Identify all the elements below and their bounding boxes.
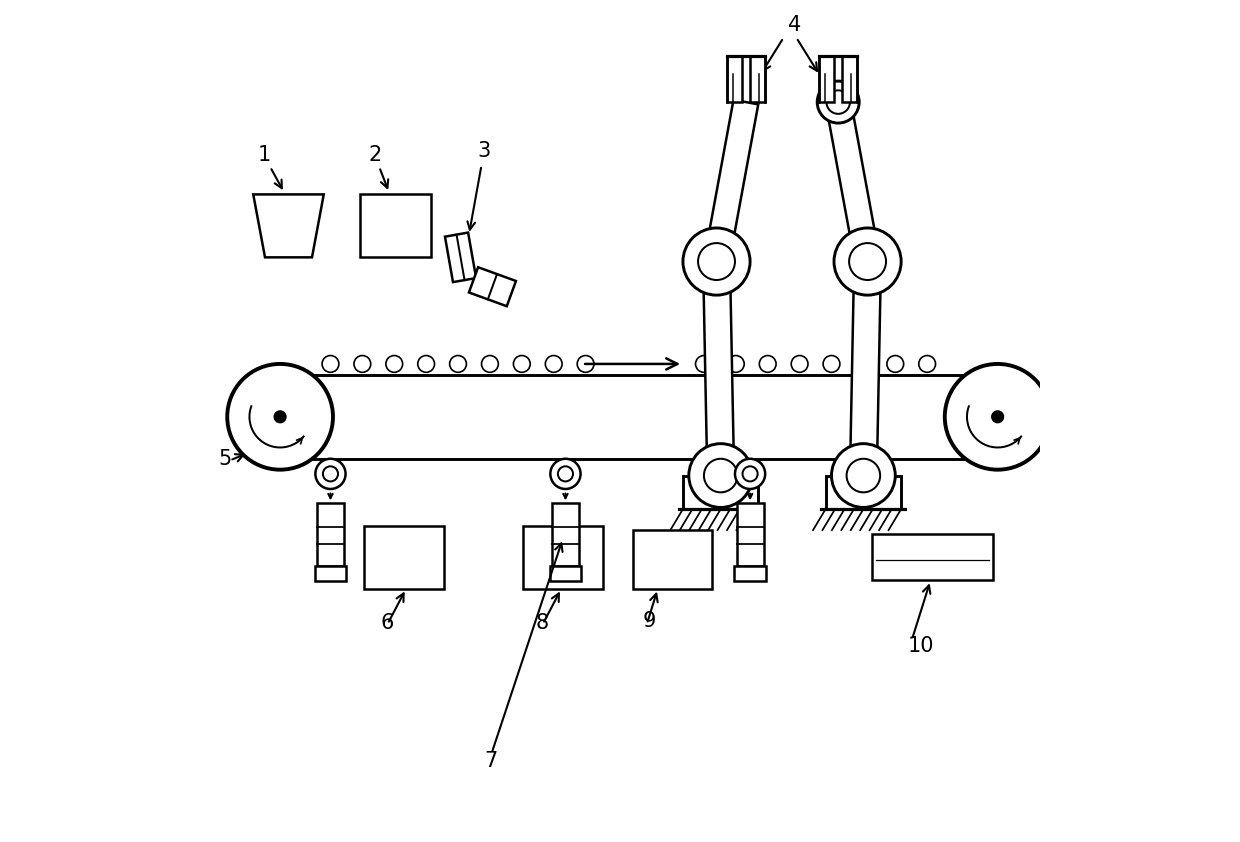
Circle shape: [826, 90, 849, 114]
Circle shape: [696, 355, 712, 372]
Circle shape: [546, 355, 562, 372]
Polygon shape: [445, 232, 476, 282]
Bar: [632, 530, 712, 589]
Circle shape: [683, 228, 750, 295]
Polygon shape: [826, 100, 880, 264]
Bar: [315, 566, 346, 581]
Circle shape: [992, 411, 1003, 423]
Bar: [683, 476, 759, 509]
Circle shape: [823, 355, 839, 372]
Bar: [737, 504, 764, 566]
Circle shape: [450, 355, 466, 372]
Text: 3: 3: [477, 141, 491, 161]
Circle shape: [513, 355, 531, 372]
Circle shape: [274, 411, 286, 423]
Bar: [734, 566, 766, 581]
Circle shape: [322, 466, 339, 482]
Text: 5: 5: [218, 449, 232, 469]
Polygon shape: [849, 261, 880, 476]
Circle shape: [227, 364, 334, 470]
Bar: [872, 535, 993, 580]
Bar: [552, 504, 579, 566]
Polygon shape: [253, 195, 324, 258]
Circle shape: [791, 355, 808, 372]
Polygon shape: [703, 261, 734, 476]
Circle shape: [887, 355, 904, 372]
Polygon shape: [469, 267, 516, 306]
Circle shape: [759, 355, 776, 372]
Bar: [523, 526, 603, 589]
Bar: [365, 526, 444, 589]
Text: 4: 4: [787, 15, 801, 35]
Circle shape: [919, 355, 935, 372]
Circle shape: [558, 466, 573, 482]
Bar: [360, 195, 432, 258]
Circle shape: [322, 355, 339, 372]
Polygon shape: [704, 100, 759, 264]
Circle shape: [418, 355, 434, 372]
Bar: [750, 56, 765, 102]
Bar: [317, 504, 343, 566]
Text: 2: 2: [368, 145, 382, 165]
Circle shape: [688, 444, 753, 508]
Text: 10: 10: [908, 636, 935, 656]
Circle shape: [698, 243, 735, 280]
Circle shape: [743, 466, 758, 482]
Circle shape: [856, 355, 872, 372]
Circle shape: [847, 459, 880, 493]
Circle shape: [577, 355, 594, 372]
Circle shape: [817, 81, 859, 123]
Text: 8: 8: [536, 613, 549, 633]
Circle shape: [481, 355, 498, 372]
Circle shape: [315, 459, 346, 489]
Circle shape: [728, 355, 744, 372]
Circle shape: [832, 444, 895, 508]
Bar: [818, 56, 835, 102]
Text: 6: 6: [381, 613, 394, 633]
Circle shape: [386, 355, 403, 372]
Circle shape: [353, 355, 371, 372]
Text: 1: 1: [258, 145, 270, 165]
Text: 9: 9: [642, 610, 656, 631]
Circle shape: [849, 243, 887, 280]
Circle shape: [735, 459, 765, 489]
Bar: [727, 56, 742, 102]
Circle shape: [704, 459, 738, 493]
Circle shape: [945, 364, 1050, 470]
Bar: [842, 56, 858, 102]
Bar: [549, 566, 582, 581]
Circle shape: [835, 228, 901, 295]
Text: 7: 7: [484, 751, 497, 770]
Bar: [826, 476, 901, 509]
Circle shape: [551, 459, 580, 489]
